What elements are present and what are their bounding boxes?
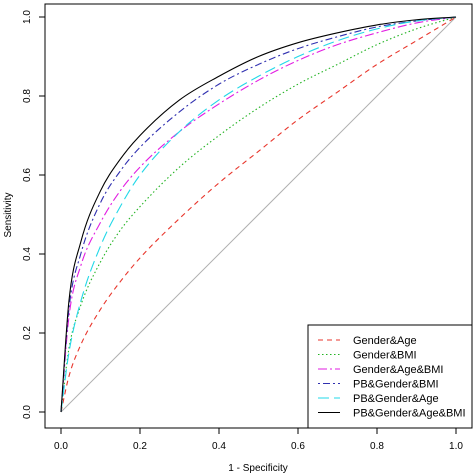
y-tick-label: 0.6 bbox=[22, 168, 33, 182]
reference-layer bbox=[60, 16, 457, 413]
legend-label: PB&Gender&BMI bbox=[353, 379, 439, 391]
y-axis: 0.0 0.2 0.4 0.6 0.8 1.0 bbox=[22, 10, 46, 419]
legend-label: Gender&Age&BMI bbox=[353, 364, 444, 376]
series-line-5 bbox=[60, 16, 457, 413]
x-tick-label: 0.0 bbox=[54, 441, 68, 452]
legend-label: Gender&BMI bbox=[353, 350, 417, 362]
x-tick-label: 1.0 bbox=[449, 441, 463, 452]
y-tick-label: 0.8 bbox=[22, 89, 33, 103]
series-line-1 bbox=[60, 16, 457, 413]
legend-label: Gender&Age bbox=[353, 335, 417, 347]
x-axis-title: 1 - Specificity bbox=[228, 463, 287, 474]
x-axis: 0.0 0.2 0.4 0.6 0.8 1.0 bbox=[54, 427, 463, 452]
legend: Gender&Age Gender&BMI Gender&Age&BMI PB&Gen… bbox=[307, 324, 473, 429]
x-tick-label: 0.4 bbox=[212, 441, 226, 452]
series-line-3 bbox=[60, 16, 457, 413]
reference-diagonal bbox=[60, 16, 457, 413]
series-line-2 bbox=[60, 16, 457, 413]
y-tick-label: 1.0 bbox=[22, 10, 33, 24]
y-tick-label: 0.2 bbox=[22, 326, 33, 340]
y-tick-label: 0.4 bbox=[22, 247, 33, 261]
legend-label: PB&Gender&Age bbox=[353, 393, 439, 405]
y-axis-title: Sensitivity bbox=[3, 192, 14, 237]
series-layer bbox=[60, 16, 457, 413]
x-tick-label: 0.2 bbox=[133, 441, 147, 452]
x-tick-label: 0.8 bbox=[370, 441, 384, 452]
y-tick-label: 0.0 bbox=[22, 405, 33, 419]
series-line-4 bbox=[60, 16, 457, 413]
legend-box bbox=[307, 324, 473, 429]
x-tick-label: 0.6 bbox=[291, 441, 305, 452]
series-line-0 bbox=[60, 16, 457, 413]
legend-label: PB&Gender&Age&BMI bbox=[353, 408, 466, 420]
